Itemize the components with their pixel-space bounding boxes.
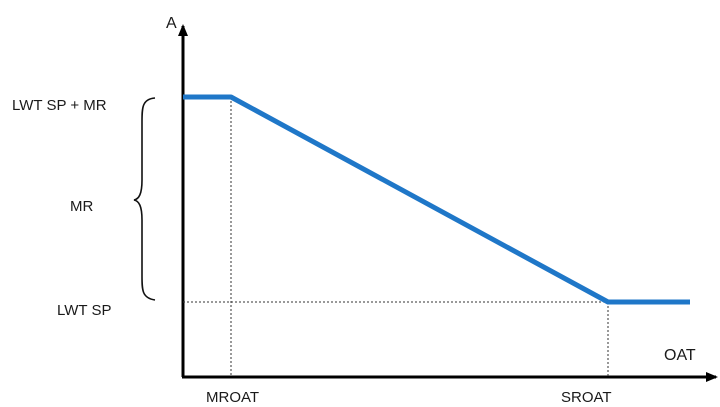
reset-curve [183,94,690,305]
x-axis-name: OAT [664,347,696,364]
label-sroat: SROAT [561,389,612,406]
label-lwt-sp: LWT SP [57,302,111,319]
label-lwt-sp-plus-mr: LWT SP + MR [12,97,107,114]
mr-range-brace [133,97,156,301]
y-axis-name: A [166,15,177,32]
label-mr: MR [70,198,93,215]
label-mroat: MROAT [206,389,259,406]
